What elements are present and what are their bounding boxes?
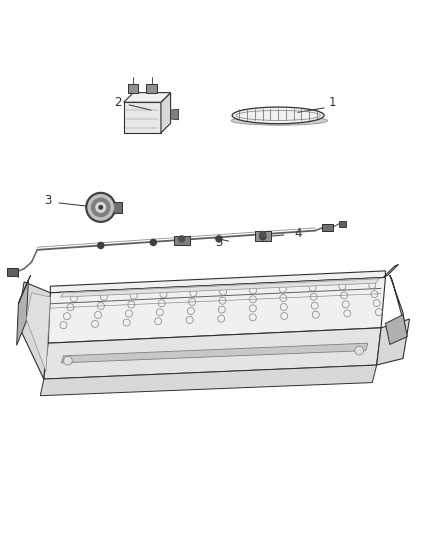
Polygon shape bbox=[40, 365, 377, 395]
Polygon shape bbox=[18, 282, 50, 379]
Text: 4: 4 bbox=[294, 227, 302, 240]
Polygon shape bbox=[385, 314, 407, 344]
Bar bbox=[128, 84, 138, 93]
Bar bbox=[322, 223, 333, 231]
Text: 1: 1 bbox=[329, 96, 337, 109]
Circle shape bbox=[260, 231, 266, 238]
Circle shape bbox=[88, 195, 113, 220]
Polygon shape bbox=[170, 109, 179, 120]
Bar bbox=[255, 231, 271, 241]
Bar bbox=[113, 202, 122, 213]
Polygon shape bbox=[161, 93, 170, 133]
Polygon shape bbox=[124, 102, 161, 133]
Polygon shape bbox=[383, 264, 399, 278]
Circle shape bbox=[216, 236, 222, 242]
Circle shape bbox=[355, 346, 364, 355]
Polygon shape bbox=[44, 328, 381, 379]
Circle shape bbox=[96, 203, 106, 212]
Circle shape bbox=[260, 233, 266, 240]
Circle shape bbox=[64, 356, 72, 365]
Circle shape bbox=[86, 192, 116, 222]
Polygon shape bbox=[390, 275, 405, 328]
Ellipse shape bbox=[232, 107, 324, 124]
Polygon shape bbox=[377, 319, 410, 365]
Bar bbox=[339, 221, 346, 227]
Circle shape bbox=[92, 198, 110, 216]
Text: 5: 5 bbox=[215, 236, 223, 249]
Polygon shape bbox=[50, 271, 385, 293]
Circle shape bbox=[99, 206, 102, 209]
Bar bbox=[146, 84, 157, 93]
Polygon shape bbox=[61, 343, 368, 363]
Circle shape bbox=[150, 239, 156, 246]
Text: 3: 3 bbox=[45, 195, 52, 207]
Bar bbox=[174, 236, 190, 246]
Circle shape bbox=[98, 243, 104, 248]
Polygon shape bbox=[124, 93, 170, 102]
Ellipse shape bbox=[231, 116, 328, 125]
Polygon shape bbox=[48, 278, 385, 343]
Text: 2: 2 bbox=[114, 96, 122, 109]
Polygon shape bbox=[60, 279, 379, 297]
Polygon shape bbox=[26, 293, 50, 372]
Polygon shape bbox=[18, 275, 31, 304]
Circle shape bbox=[179, 236, 185, 242]
Polygon shape bbox=[17, 280, 28, 345]
Bar bbox=[7, 268, 18, 276]
